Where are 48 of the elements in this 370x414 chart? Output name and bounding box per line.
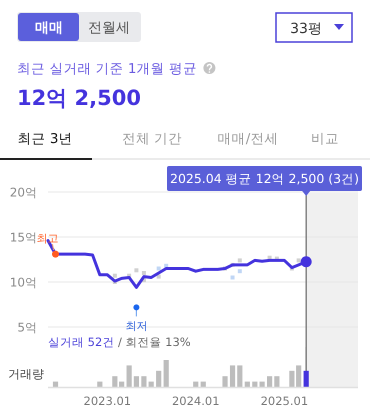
y-tick-label: 20억	[10, 186, 37, 200]
bar	[126, 365, 132, 387]
text: 33평	[290, 21, 322, 37]
bar	[52, 382, 58, 387]
text: 전체 기간	[122, 131, 182, 147]
bar	[244, 382, 250, 387]
point	[134, 268, 138, 272]
point	[112, 274, 117, 278]
point	[142, 271, 146, 275]
bar	[274, 376, 280, 387]
text: 실거래 52건 / 회전율 13%	[48, 335, 191, 349]
annotation: 최고	[36, 232, 59, 246]
x-tick-label: 2023.01	[84, 394, 132, 408]
point	[238, 258, 242, 262]
y-tick-label: 15억	[10, 230, 37, 244]
text: 전월세	[88, 20, 130, 36]
bar	[200, 382, 206, 387]
x-tick-label: 2024.01	[172, 394, 220, 408]
annotation: 최저	[125, 319, 148, 332]
bar	[230, 365, 236, 387]
bar	[193, 382, 198, 387]
bar	[164, 360, 169, 387]
point	[238, 269, 242, 274]
y-tick-label: 10억	[10, 276, 37, 290]
text: 매매/전세	[218, 131, 278, 147]
bar	[134, 376, 139, 387]
chart-title: 최근 실거래 기준 1개월 평균	[17, 61, 197, 77]
bar	[252, 382, 258, 387]
chart-subtitle: 12억 2,500	[17, 86, 141, 110]
point	[156, 266, 161, 270]
point	[296, 258, 301, 262]
text: 비교	[311, 131, 339, 147]
text: 2025.04 평균 12억 2,500 (3건)	[170, 171, 359, 186]
bar	[156, 370, 162, 387]
y-tick-label: 5억	[17, 320, 37, 334]
y-axis-title: 거래량	[8, 367, 44, 381]
x-tick-label: 2025.01	[260, 394, 308, 408]
bar	[267, 376, 272, 387]
bar	[97, 382, 102, 387]
bar	[148, 382, 154, 387]
point	[230, 276, 235, 280]
bar	[304, 370, 309, 387]
bar	[222, 376, 228, 387]
bar	[259, 382, 265, 387]
bar	[237, 365, 242, 387]
text: 매매	[35, 20, 63, 36]
text: 최근 3년	[18, 131, 72, 147]
bar	[141, 376, 147, 387]
